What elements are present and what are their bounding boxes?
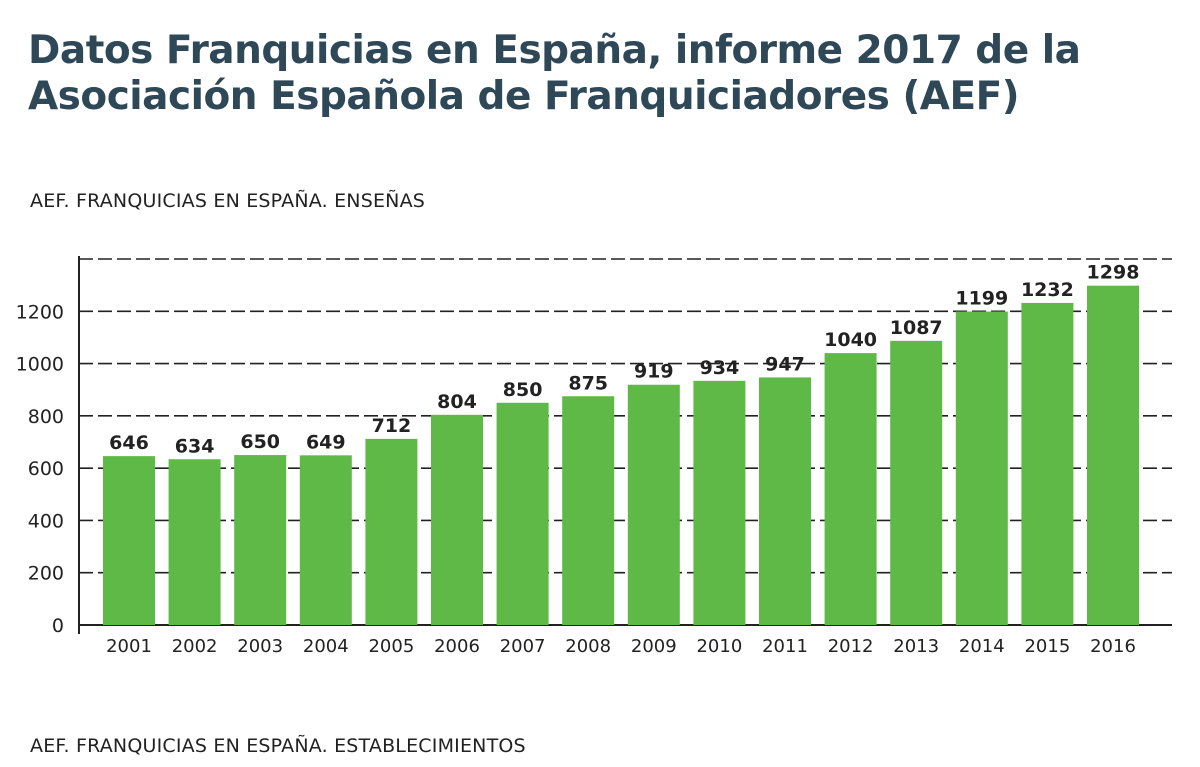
data-label: 1087 [890, 317, 943, 339]
data-label: 850 [503, 379, 543, 401]
data-label: 875 [568, 372, 608, 394]
x-tick-label: 2014 [959, 636, 1005, 657]
data-label: 1199 [955, 288, 1008, 310]
bar [431, 414, 483, 625]
bar [365, 438, 418, 625]
data-label: 712 [372, 415, 412, 437]
y-tick-label: 1200 [16, 301, 64, 323]
data-label: 1298 [1087, 262, 1140, 284]
x-tick-label: 2009 [631, 636, 677, 657]
chart-title: AEF. FRANQUICIAS EN ESPAÑA. ENSEÑAS [30, 190, 426, 212]
data-label: 646 [109, 432, 149, 454]
bar [103, 456, 155, 625]
bar [168, 459, 221, 625]
x-tick-label: 2015 [1024, 636, 1070, 657]
y-tick-label: 0 [52, 615, 64, 637]
bar [759, 377, 811, 625]
x-tick-label: 2001 [106, 636, 152, 657]
data-label: 1040 [824, 329, 877, 351]
bar [890, 340, 943, 625]
bar [1087, 285, 1139, 625]
page-title: Datos Franquicias en España, informe 201… [28, 28, 1081, 119]
x-tick-label: 2010 [696, 636, 742, 657]
y-tick-label: 200 [28, 563, 64, 585]
data-label: 649 [306, 431, 346, 453]
bar [824, 353, 877, 625]
y-tick-label: 600 [28, 458, 64, 480]
data-label: 947 [765, 353, 805, 375]
x-tick-label: 2006 [434, 636, 480, 657]
x-tick-label: 2003 [237, 636, 283, 657]
data-label: 650 [240, 431, 280, 453]
bar [955, 311, 1008, 625]
data-label: 934 [700, 357, 740, 379]
data-label: 634 [175, 435, 215, 457]
x-tick-label: 2007 [500, 636, 546, 657]
bar [234, 455, 287, 625]
x-tick-label: 2008 [565, 636, 611, 657]
bar [496, 402, 549, 625]
bar [562, 396, 615, 625]
bar [1021, 302, 1074, 625]
next-section-title: AEF. FRANQUICIAS EN ESPAÑA. ESTABLECIMIE… [30, 735, 526, 757]
data-label: 1232 [1021, 279, 1074, 301]
x-tick-label: 2004 [303, 636, 349, 657]
x-tick-label: 2016 [1090, 636, 1136, 657]
x-tick-label: 2012 [828, 636, 874, 657]
y-tick-label: 800 [28, 406, 64, 428]
bar [693, 380, 746, 625]
y-tick-label: 1000 [16, 354, 64, 376]
x-tick-label: 2013 [893, 636, 939, 657]
x-tick-label: 2005 [368, 636, 414, 657]
y-tick-label: 400 [28, 510, 64, 532]
data-label: 919 [634, 361, 674, 383]
x-tick-label: 2011 [762, 636, 808, 657]
x-tick-label: 2002 [172, 636, 218, 657]
bar [627, 384, 680, 625]
bar [299, 455, 352, 625]
data-label: 804 [437, 391, 477, 413]
